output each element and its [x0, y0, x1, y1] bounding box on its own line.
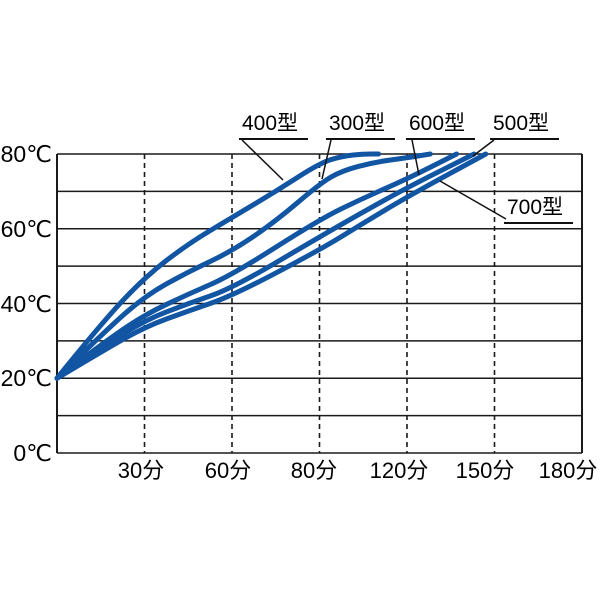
x-tick-label-80: 80分 — [290, 458, 338, 483]
series-label-300: 300型 — [326, 112, 396, 140]
y-tick-label-40: 40℃ — [0, 290, 52, 317]
series-label-500: 500型 — [490, 112, 560, 140]
series-label-400: 400型 — [239, 112, 309, 140]
y-tick-label-0: 0℃ — [13, 440, 52, 466]
series-label-700: 700型 — [504, 196, 574, 224]
x-tick-label-150: 150分 — [455, 458, 515, 483]
x-tick-label-120: 120分 — [369, 458, 429, 483]
y-tick-label-80: 80℃ — [0, 141, 52, 167]
x-tick-label-60: 60分 — [204, 458, 252, 483]
x-tick-label-180: 180分 — [538, 458, 598, 483]
series-label-600: 600型 — [406, 112, 476, 140]
x-tick-label-30: 30分 — [117, 458, 165, 483]
y-tick-label-60: 60℃ — [0, 215, 52, 242]
y-tick-label-20: 20℃ — [0, 365, 52, 392]
